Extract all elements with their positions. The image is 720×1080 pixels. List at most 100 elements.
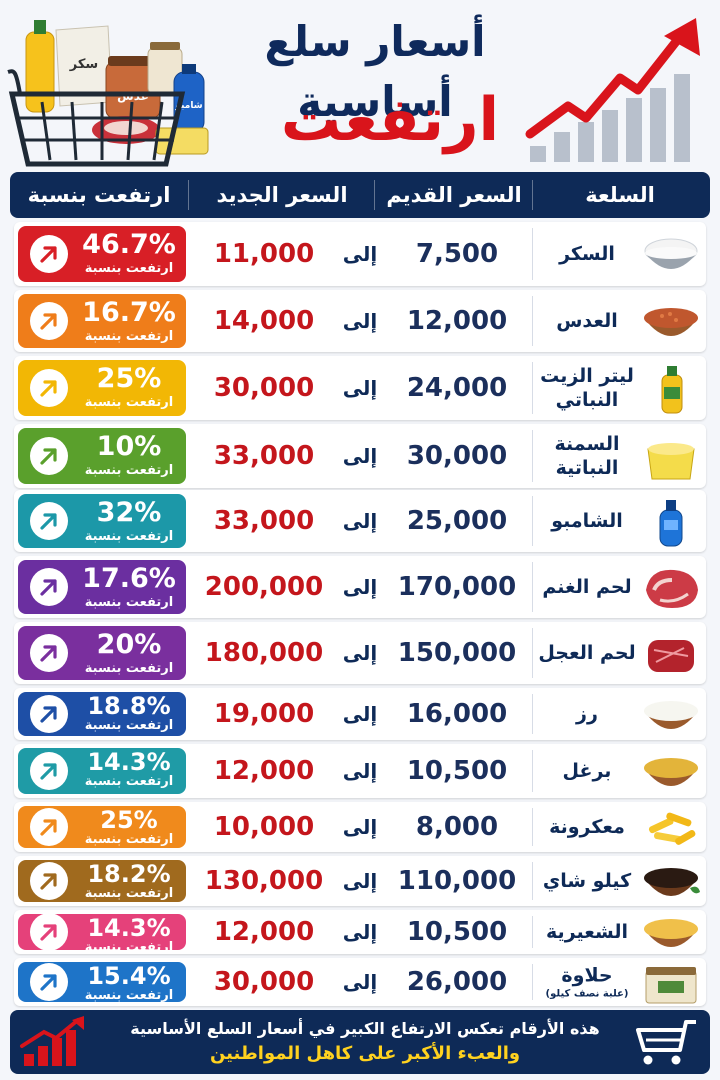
new-price: 11,000: [213, 239, 315, 269]
old-price: 170,000: [397, 572, 517, 602]
increase-label: ارتفعت بنسبة: [84, 329, 174, 344]
old-price: 30,000: [406, 441, 508, 471]
item-name: رز: [536, 702, 638, 726]
old-price: 8,000: [415, 812, 499, 842]
item-name: ليتر الزيت النباتي: [536, 364, 638, 412]
price-separator: إلى: [342, 309, 378, 333]
increase-percent: 15.4%: [87, 962, 171, 990]
item-name-text: رز: [576, 703, 598, 725]
price-separator: إلى: [342, 242, 378, 266]
price-separator: إلى: [342, 641, 378, 665]
arrow-up-right-icon: [30, 437, 68, 475]
increase-percent: 18.8%: [87, 692, 171, 720]
column-divider: [532, 562, 533, 612]
new-price: 33,000: [213, 441, 315, 471]
arrow-up-right-icon: [30, 752, 68, 790]
increase-label: ارتفعت بنسبة: [84, 886, 174, 901]
increase-percent: 20%: [96, 629, 162, 660]
new-price: 10,000: [213, 812, 315, 842]
increase-percent: 46.7%: [82, 229, 176, 260]
increase-percent: 32%: [96, 497, 162, 528]
price-separator: إلى: [342, 759, 378, 783]
column-divider: [532, 694, 533, 734]
increase-badge: 17.6% ارتفعت بنسبة: [18, 560, 186, 614]
rice-bowl-icon: [644, 701, 698, 729]
ghee-tub-icon: [647, 443, 695, 480]
page-title: أسعار سلع أساسية: [264, 17, 486, 126]
increase-label: ارتفعت بنسبة: [84, 940, 174, 955]
column-divider: [374, 180, 375, 210]
column-divider: [188, 180, 189, 210]
shampoo-bottle-icon: [659, 500, 683, 547]
pasta-icon: [648, 812, 696, 845]
item-name-text: كيلو شاي: [542, 870, 632, 892]
new-price: 200,000: [204, 572, 324, 602]
table-header: السلعة السعر القديم السعر الجديد ارتفعت …: [10, 172, 710, 218]
new-price: 130,000: [204, 866, 324, 896]
increase-label: ارتفعت بنسبة: [84, 595, 174, 610]
increase-percent: 17.6%: [82, 563, 176, 594]
item-name: لحم الغنم: [536, 575, 638, 599]
column-divider: [532, 862, 533, 900]
item-name: العدس: [536, 309, 638, 333]
increase-badge: 15.4% ارتفعت بنسبة: [18, 962, 186, 1003]
old-price: 110,000: [397, 866, 517, 896]
item-name-text: الشامبو: [551, 510, 623, 532]
increase-badge: 25% ارتفعت بنسبة: [18, 360, 186, 416]
item-name: الشامبو: [536, 509, 638, 533]
item-name-text: لحم الغنم: [542, 576, 632, 598]
column-divider: [532, 964, 533, 1000]
column-header-old-price: السعر القديم: [386, 183, 522, 207]
increase-badge: 18.8% ارتفعت بنسبة: [18, 692, 186, 736]
old-price: 26,000: [406, 967, 508, 997]
table-row: 32% ارتفعت بنسبة 33,000 إلى 25,000 الشامبو: [14, 490, 706, 552]
new-price: 12,000: [213, 756, 315, 786]
grocery-basket-icon: سكر عدس شامبو: [7, 20, 209, 167]
header: أسعار سلع أساسية ارتفعت ! سكر عدس شامبو: [0, 0, 720, 231]
item-name-text: السمنة النباتية: [554, 433, 620, 479]
table-row: 18.8% ارتفعت بنسبة 19,000 إلى 16,000 رز: [14, 688, 706, 740]
table-row: 17.6% ارتفعت بنسبة 200,000 إلى 170,000 لحم ال…: [14, 556, 706, 618]
trend-up-chart-icon: [525, 18, 700, 162]
column-header-new-price: السعر الجديد: [216, 183, 348, 207]
new-price: 30,000: [213, 967, 315, 997]
increase-percent: 14.3%: [87, 748, 171, 776]
arrow-up-right-icon: [30, 862, 68, 900]
basket-label-sugar: سكر: [69, 57, 98, 72]
table-row: 20% ارتفعت بنسبة 180,000 إلى 150,000 لحم العج…: [14, 622, 706, 684]
increase-label: ارتفعت بنسبة: [84, 261, 174, 276]
old-price: 10,500: [406, 917, 508, 947]
lentils-bowl-icon: [644, 308, 698, 336]
price-separator: إلى: [342, 575, 378, 599]
increase-label: ارتفعت بنسبة: [84, 463, 174, 478]
increase-label: ارتفعت بنسبة: [84, 718, 174, 733]
beef-meat-icon: [648, 640, 694, 672]
new-price: 180,000: [204, 638, 324, 668]
increase-percent: 10%: [96, 431, 162, 462]
table-row: 46.7% ارتفعت بنسبة 11,000 إلى 7,500 السكر: [14, 222, 706, 286]
column-divider: [532, 496, 533, 546]
table-row: 18.2% ارتفعت بنسبة 130,000 إلى 110,000 كيلو ش…: [14, 856, 706, 906]
item-name-text: العدس: [556, 310, 618, 332]
increase-badge: 32% ارتفعت بنسبة: [18, 494, 186, 548]
lamb-meat-icon: [646, 569, 698, 608]
new-price: 30,000: [213, 373, 315, 403]
price-separator: إلى: [342, 970, 378, 994]
arrow-up-right-icon: [30, 302, 68, 340]
table-row: 15.4% ارتفعت بنسبة 30,000 إلى 26,000 حلاوة (عل…: [14, 958, 706, 1006]
table-row: 14.3% ارتفعت بنسبة 12,000 إلى 10,500 برغل: [14, 744, 706, 798]
item-name-text: برغل: [562, 760, 612, 782]
column-divider: [532, 180, 533, 210]
item-name: كيلو شاي: [536, 869, 638, 893]
increase-badge: 14.3% ارتفعت بنسبة: [18, 913, 186, 955]
price-separator: إلى: [342, 376, 378, 400]
increase-badge: 20% ارتفعت بنسبة: [18, 626, 186, 680]
item-name-text: السكر: [559, 243, 615, 265]
increase-label: ارتفعت بنسبة: [84, 988, 174, 1003]
column-header-item: السلعة: [585, 183, 655, 207]
table-row: 16.7% ارتفعت بنسبة 14,000 إلى 12,000 العدس: [14, 290, 706, 352]
increase-percent: 16.7%: [82, 297, 176, 328]
arrow-up-right-icon: [30, 808, 68, 846]
arrow-up-right-icon: [30, 963, 68, 1001]
vermicelli-bowl-icon: [644, 919, 698, 947]
